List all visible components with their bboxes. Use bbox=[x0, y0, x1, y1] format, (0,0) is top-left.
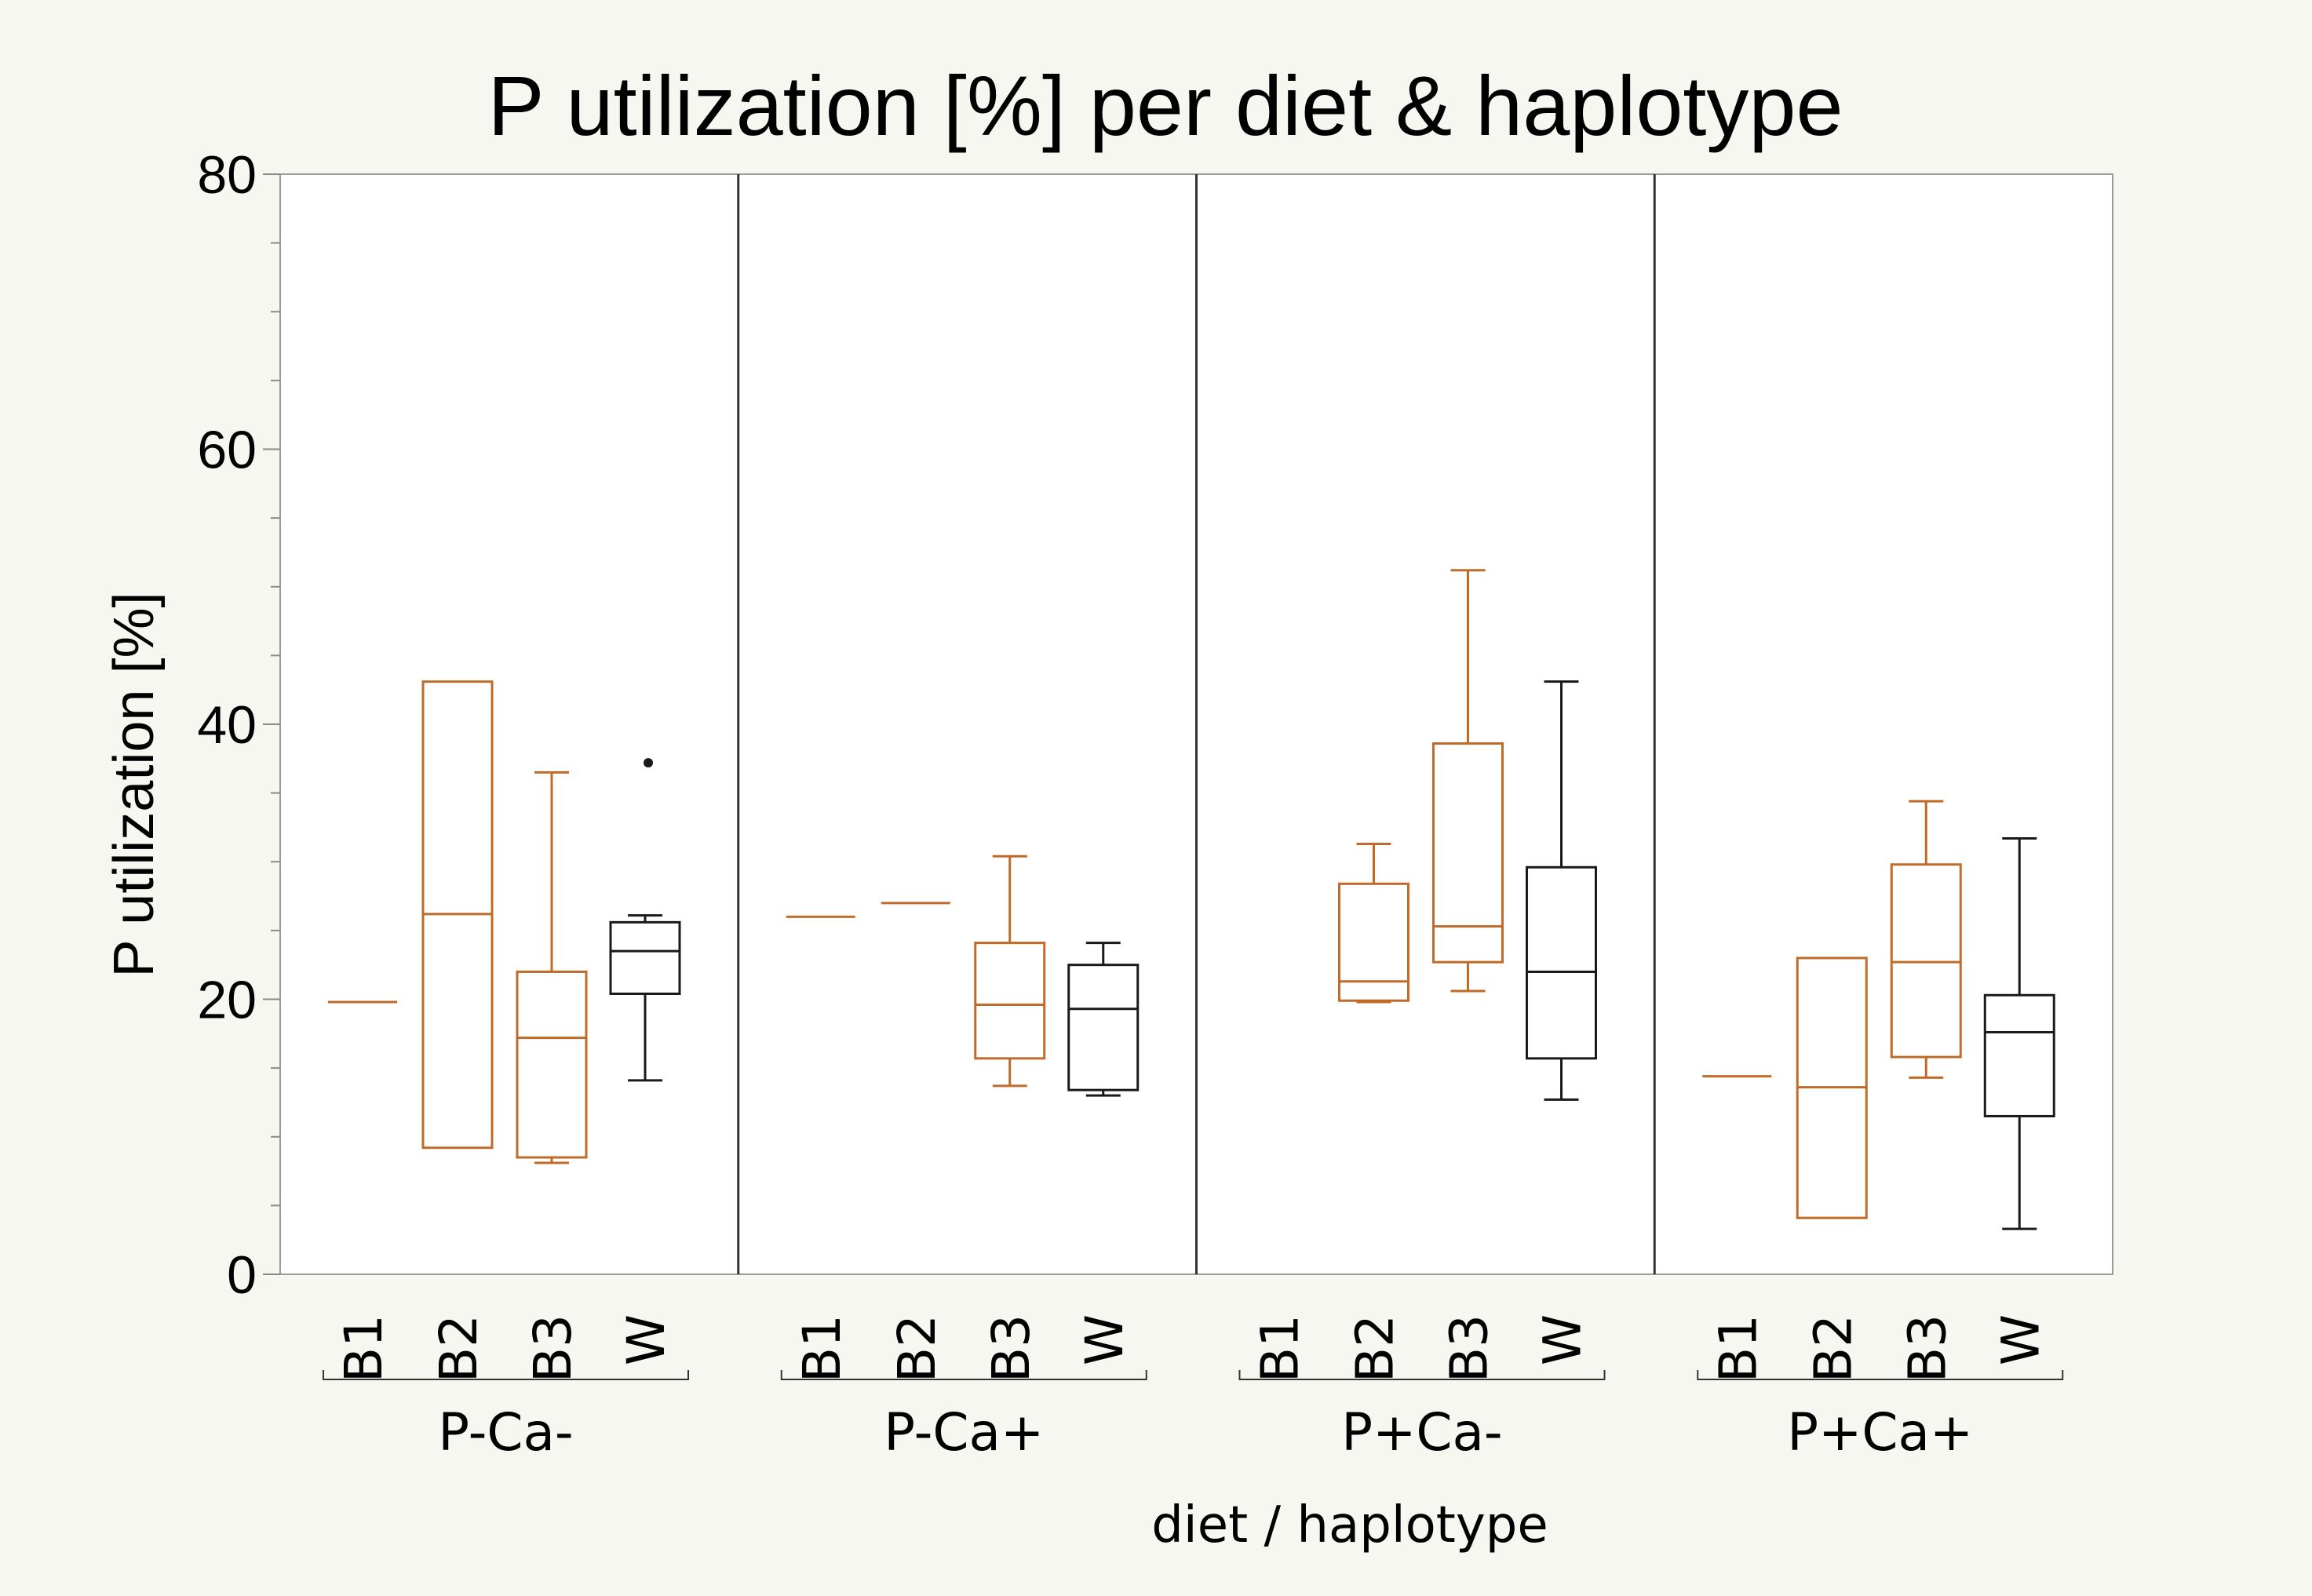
group-label-P-Ca-: P-Ca- bbox=[438, 1402, 574, 1463]
category-label-P-Ca--B3: B3 bbox=[523, 1314, 583, 1383]
x-axis-label: diet / haplotype bbox=[1151, 1496, 1548, 1554]
y-tick-label: 80 bbox=[197, 145, 257, 205]
group-bracket bbox=[323, 1370, 689, 1380]
box-iqr bbox=[1983, 993, 2055, 1117]
category-label-P+Ca--B2: B2 bbox=[1345, 1314, 1406, 1383]
y-tick-label: 60 bbox=[197, 421, 257, 480]
chart-title: P utilization [%] per diet & haplotype bbox=[487, 58, 1843, 153]
category-label-P+Ca--W: W bbox=[1533, 1314, 1593, 1365]
box-iqr bbox=[1067, 964, 1140, 1091]
group-bracket bbox=[1238, 1370, 1606, 1380]
y-tick-label: 40 bbox=[197, 695, 257, 755]
box-iqr bbox=[1338, 882, 1409, 1002]
group-label-P-Ca+: P-Ca+ bbox=[884, 1402, 1044, 1463]
category-label-P+Ca--B3: B3 bbox=[1439, 1314, 1500, 1383]
y-tick-label: 20 bbox=[197, 971, 257, 1030]
plot-area: 0 20 40 60 80 B1 B2 B3 W P-Ca- B1 B2 B3 W P-Ca+ B1 B2 B3 W… bbox=[197, 145, 2113, 1463]
category-label-P-Ca+-B1: B1 bbox=[792, 1314, 852, 1383]
category-label-P-Ca+-W: W bbox=[1074, 1314, 1135, 1365]
group-label-P+Ca-: P+Ca- bbox=[1341, 1402, 1502, 1463]
category-label-P-Ca+-B3: B3 bbox=[981, 1314, 1041, 1383]
category-label-P+Ca+-B3: B3 bbox=[1897, 1314, 1957, 1383]
category-label-P-Ca--B1: B1 bbox=[334, 1314, 394, 1383]
outlier-point bbox=[644, 758, 653, 768]
category-label-P+Ca+-B1: B1 bbox=[1708, 1314, 1768, 1383]
box-iqr bbox=[974, 942, 1046, 1060]
group-bracket bbox=[780, 1370, 1147, 1380]
category-label-P+Ca--B1: B1 bbox=[1250, 1314, 1311, 1383]
box-iqr bbox=[1890, 863, 1962, 1059]
category-label-P+Ca+-W: W bbox=[1990, 1314, 2051, 1365]
box-iqr bbox=[516, 970, 588, 1159]
category-label-P-Ca+-B2: B2 bbox=[887, 1314, 947, 1383]
y-axis-label: P utilization [%] bbox=[103, 592, 166, 978]
category-label-P-Ca--W: W bbox=[616, 1314, 676, 1365]
category-label-P+Ca+-B2: B2 bbox=[1803, 1314, 1863, 1383]
box-iqr bbox=[1432, 742, 1504, 964]
box-iqr bbox=[609, 920, 681, 995]
group-label-P+Ca+: P+Ca+ bbox=[1787, 1402, 1973, 1463]
box-iqr bbox=[1526, 865, 1597, 1060]
category-label-P-Ca--B2: B2 bbox=[428, 1314, 489, 1383]
y-tick-label: 0 bbox=[227, 1245, 257, 1305]
group-bracket bbox=[1697, 1370, 2064, 1380]
